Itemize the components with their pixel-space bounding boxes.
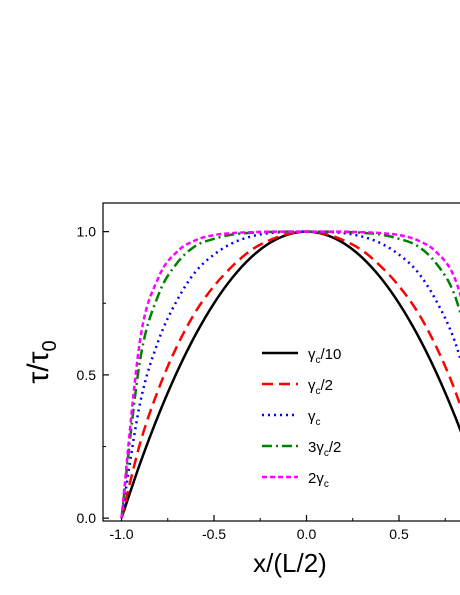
legend-label: γc/10 [308, 346, 341, 366]
series-line [120, 230, 460, 519]
x-tick-label: 0.5 [389, 526, 409, 542]
axis-ticks: -1.0 -0.5 0.0 0.5 0.0 0.5 1.0 [77, 224, 446, 542]
series-line [120, 230, 460, 519]
y-axis-title-sub: 0 [39, 340, 61, 351]
series-line [120, 230, 460, 519]
y-tick-label: 1.0 [77, 224, 97, 240]
plot-frame [102, 202, 460, 522]
y-tick-label: 0.5 [77, 367, 97, 383]
legend: γc/10 γc/2 γc 3γc/2 2γc [262, 346, 341, 490]
y-tick-label: 0.0 [77, 510, 97, 526]
series-line [120, 230, 460, 519]
y-axis-title: τ/τ0 [22, 340, 61, 383]
series-layer [120, 230, 460, 519]
legend-label: 2γc [308, 470, 329, 490]
x-tick-label: -0.5 [202, 526, 226, 542]
legend-label: 3γc/2 [308, 439, 341, 459]
x-axis-title: x/(L/2) [253, 548, 327, 578]
legend-label: γc/2 [308, 377, 333, 397]
x-tick-label: -1.0 [109, 526, 133, 542]
x-tick-label: 0.0 [297, 526, 317, 542]
legend-label: γc [308, 408, 321, 428]
y-axis-title-main: τ/τ [22, 351, 55, 383]
series-line [120, 230, 460, 519]
